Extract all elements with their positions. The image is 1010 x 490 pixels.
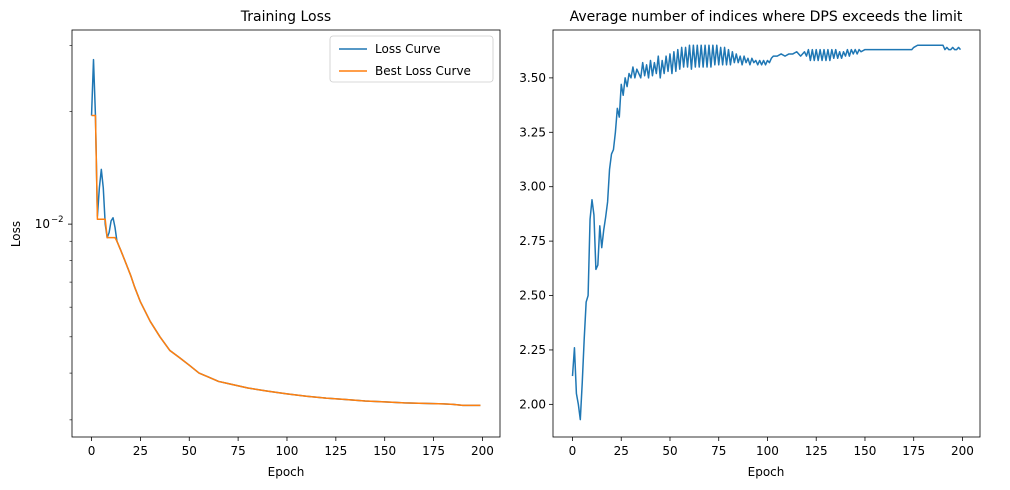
y-axis-label: Loss [9, 221, 23, 247]
axis-ticks: 0 25 50 75 100 125 150 175 200 10 −2 [35, 45, 494, 458]
x-axis-label: Epoch [268, 465, 305, 479]
x-tick-label: 25 [614, 444, 629, 458]
dps-exceed-panel: Average number of indices where DPS exce… [519, 9, 981, 479]
legend-box [329, 35, 494, 83]
axes-frame [552, 29, 981, 438]
x-tick-label: 175 [422, 444, 445, 458]
y-tick-label: 2.50 [519, 289, 546, 303]
x-tick-label: 75 [230, 444, 245, 458]
y-tick-label: 2.75 [519, 234, 546, 248]
y-tick-exponent: −2 [51, 215, 64, 225]
x-tick-label: 75 [711, 444, 726, 458]
x-tick-label: 125 [805, 444, 828, 458]
y-tick-label: 2.00 [519, 397, 546, 411]
axis-ticks: 0 25 50 75 100 125 150 175 200 2.00 2.25 2.50 2.75 3.… [519, 71, 974, 458]
y-tick-label: 10 [35, 217, 50, 231]
legend-label-best-loss-curve: Best Loss Curve [375, 64, 471, 78]
x-tick-label: 0 [569, 444, 577, 458]
plot-area [90, 58, 481, 407]
y-tick-label: 2.25 [519, 343, 546, 357]
x-tick-label: 200 [471, 444, 494, 458]
legend: Loss Curve Best Loss Curve [329, 35, 494, 83]
y-tick-label: 3.00 [519, 180, 546, 194]
x-tick-label: 175 [902, 444, 925, 458]
series-line-1 [90, 58, 481, 407]
x-tick-label: 50 [182, 444, 197, 458]
axes-frame [71, 29, 501, 438]
x-tick-label: 50 [662, 444, 677, 458]
x-tick-label: 150 [854, 444, 877, 458]
chart-title: Training Loss [240, 9, 331, 25]
y-tick-label: 3.25 [519, 125, 546, 139]
x-tick-label: 25 [133, 444, 148, 458]
x-tick-label: 100 [276, 444, 299, 458]
x-tick-label: 100 [756, 444, 779, 458]
legend-label-loss-curve: Loss Curve [375, 42, 441, 56]
x-tick-label: 200 [951, 444, 974, 458]
x-axis-label: Epoch [748, 465, 785, 479]
x-tick-label: 125 [324, 444, 347, 458]
y-tick-label: 3.50 [519, 71, 546, 85]
chart-title: Average number of indices where DPS exce… [570, 9, 963, 25]
series-line-1 [571, 44, 962, 421]
training-loss-panel: Training Loss Epoch Loss 0 25 50 75 100 125 15… [9, 9, 501, 479]
series-line-2 [91, 114, 481, 407]
x-tick-label: 0 [88, 444, 96, 458]
plot-area [571, 44, 962, 421]
x-tick-label: 150 [373, 444, 396, 458]
